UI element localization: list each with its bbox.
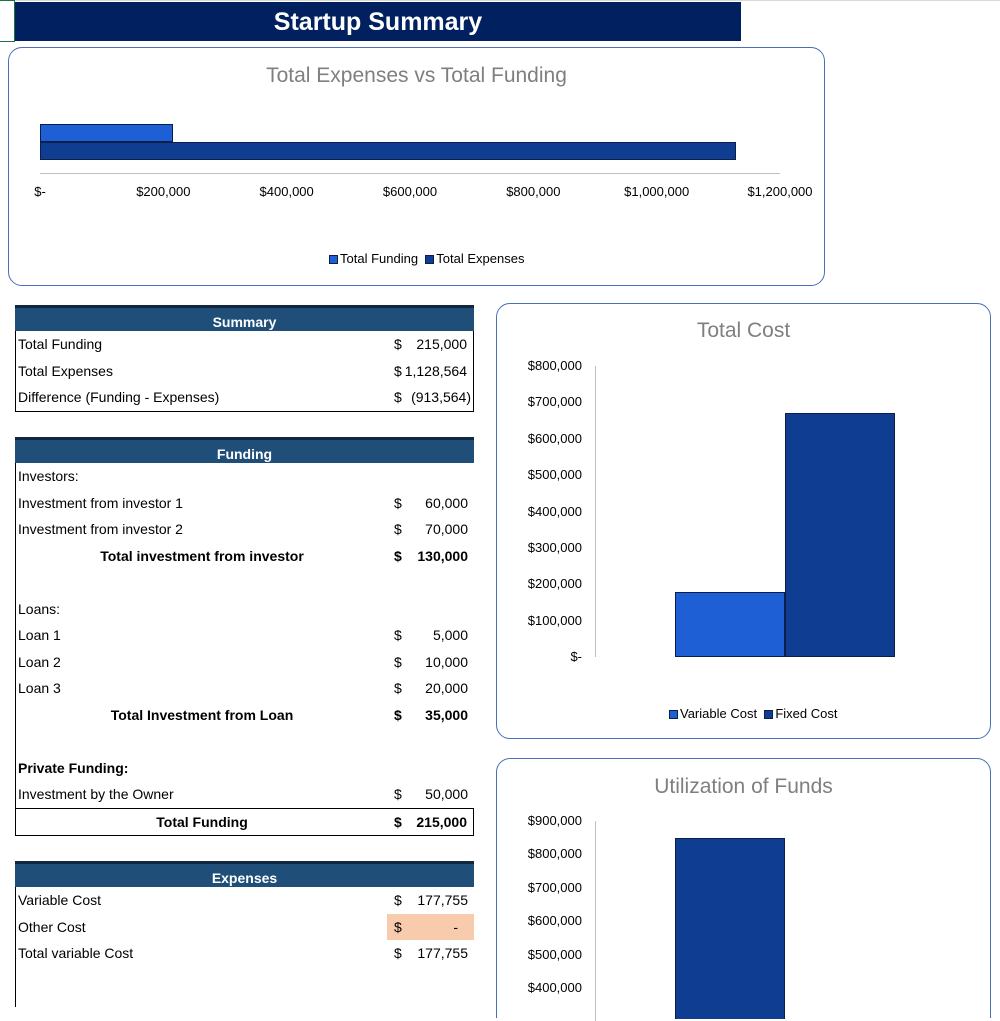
table-row: Loan 3 $20,000: [18, 680, 468, 696]
summary-table: Summary Total Funding $215,000 Total Expe…: [15, 305, 474, 412]
y-tick-label: $400,000: [527, 980, 582, 995]
y-tick-label: $800,000: [527, 846, 582, 862]
legend-item-total-expenses: Total Expenses: [425, 251, 524, 266]
table-row: Loan 1 $5,000: [18, 627, 468, 643]
investors-total-row: Total investment from investor $130,000: [100, 547, 468, 564]
x-tick-label: $400,000: [259, 184, 314, 199]
expenses-table: Expenses Variable Cost $177,755 Other Cos…: [15, 861, 474, 1007]
y-tick-label: $600,000: [527, 430, 582, 446]
expenses-vs-funding-chart[interactable]: Total Expenses vs Total Funding Total Fu…: [8, 47, 825, 286]
total-cost-chart[interactable]: Total Cost Variable Cost Fixed Cost $800…: [496, 303, 991, 739]
chart-title: Total Expenses vs Total Funding: [266, 64, 567, 87]
bar-total-funding: [40, 124, 173, 142]
table-row: Difference (Funding - Expenses) $ (913,564…: [18, 389, 471, 405]
y-tick-label: $600,000: [527, 913, 582, 929]
legend-item-variable-cost: Variable Cost: [669, 706, 757, 721]
expenses-header: Expenses: [15, 861, 474, 887]
y-tick-label: $500,000: [527, 467, 582, 483]
x-tick-label: $600,000: [382, 184, 438, 199]
table-row: Investment from investor 2 $70,000: [18, 521, 468, 537]
y-tick-label: $-: [570, 649, 582, 664]
x-tick-label: $800,000: [506, 184, 561, 199]
table-row: Investment from investor 1 $60,000: [18, 494, 468, 511]
funding-total-row: Total Funding $215,000: [15, 808, 474, 836]
y-axis-line: [595, 366, 596, 657]
table-row: Variable Cost $177,755: [18, 892, 468, 908]
bar-variable-cost: [675, 592, 785, 657]
summary-header: Summary: [15, 305, 474, 331]
table-row: Loan 2 $10,000: [18, 653, 468, 670]
funding-table: Funding Investors: Investment from inves…: [15, 437, 474, 836]
y-tick-label: $300,000: [527, 539, 582, 555]
x-tick-label: $200,000: [136, 184, 191, 199]
funding-body: Investors: Investment from investor 1 $60…: [15, 463, 474, 809]
investors-label: Investors:: [18, 468, 79, 484]
y-tick-label: $200,000: [527, 576, 582, 592]
spacer-row: [16, 569, 474, 596]
funding-header: Funding: [15, 437, 474, 463]
legend-item-total-funding: Total Funding: [329, 251, 418, 266]
loans-label: Loans:: [18, 600, 61, 617]
loans-total-row: Total Investment from Loan $35,000: [110, 706, 468, 723]
expenses-body: Variable Cost $177,755 Other Cost $ - Total…: [15, 887, 474, 1007]
y-tick-label: $900,000: [527, 813, 582, 828]
y-tick-label: $400,000: [527, 503, 582, 519]
y-tick-label: $500,000: [527, 946, 582, 962]
highlighted-cell[interactable]: [387, 913, 474, 940]
x-tick-label: $1,000,000: [624, 184, 690, 199]
table-row: Total Expenses $1,128,564: [18, 362, 467, 379]
spacer-row: [16, 728, 474, 755]
bar-utilization: [675, 837, 785, 1019]
chart-legend: Variable Cost Fixed Cost: [669, 706, 837, 721]
sheet-gridline: [0, 0, 1000, 1]
title-banner: Startup Summary: [15, 2, 741, 41]
table-row: Investment by the Owner $50,000: [16, 781, 474, 809]
y-tick-label: $100,000: [527, 612, 582, 628]
bar-fixed-cost: [785, 413, 895, 657]
page-title: Startup Summary: [273, 8, 483, 36]
chart-title: Utilization of Funds: [654, 775, 833, 798]
x-tick-label: $1,200,000: [747, 184, 813, 199]
summary-body: Total Funding $215,000 Total Expenses $1,1…: [15, 331, 474, 412]
private-funding-label: Private Funding:: [18, 759, 129, 776]
utilization-of-funds-chart[interactable]: Utilization of Funds $900,000 $800,000 $70…: [496, 758, 991, 1021]
chart-legend: Total Funding Total Expenses: [329, 251, 524, 266]
table-row: Total variable Cost $177,755: [18, 945, 468, 961]
bar-total-expenses: [40, 142, 736, 160]
chart-title: Total Cost: [696, 319, 791, 342]
table-row: Total Funding $215,000: [18, 336, 467, 352]
y-tick-label: $700,000: [527, 394, 582, 410]
y-tick-label: $700,000: [527, 879, 582, 895]
x-axis-line: [40, 173, 780, 174]
selected-cell[interactable]: [0, 0, 15, 42]
y-tick-label: $800,000: [527, 358, 582, 373]
legend-item-fixed-cost: Fixed Cost: [764, 706, 837, 721]
y-axis-line: [595, 821, 596, 1021]
x-tick-label: $-: [34, 184, 46, 199]
table-row: Other Cost $ -: [16, 913, 474, 941]
